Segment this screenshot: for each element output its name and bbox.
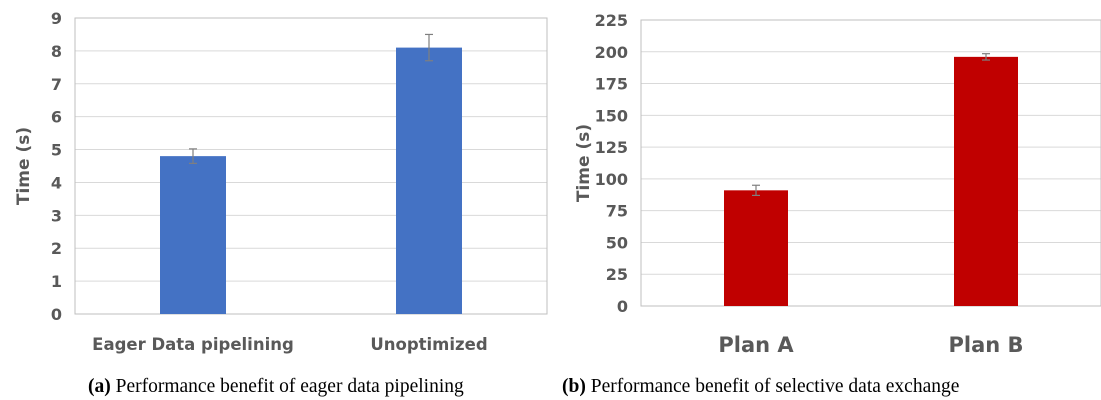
y-tick-label: 225 <box>595 11 628 30</box>
y-tick-label: 1 <box>51 272 62 291</box>
y-tick-label: 6 <box>51 108 62 127</box>
bar <box>724 190 788 306</box>
y-tick-label: 4 <box>51 173 62 192</box>
caption-label: (a) <box>88 376 111 397</box>
plot-area <box>640 19 1101 307</box>
y-axis-label: Time (s) <box>574 124 594 202</box>
category-label: Unoptimized <box>370 335 487 354</box>
y-tick-label: 75 <box>606 202 628 221</box>
category-label: Plan A <box>718 333 794 357</box>
caption-text: Performance benefit of eager data pipeli… <box>111 376 464 397</box>
y-tick-label: 25 <box>606 265 628 284</box>
bar <box>396 47 462 314</box>
bar <box>954 56 1018 307</box>
y-tick-label: 0 <box>617 297 628 316</box>
caption-text: Performance benefit of selective data ex… <box>586 376 960 397</box>
plot-area <box>74 17 548 315</box>
caption: (b) Performance benefit of selective dat… <box>562 376 959 397</box>
category-label: Eager Data pipelining <box>92 335 294 354</box>
y-tick-label: 125 <box>595 138 628 157</box>
y-tick-label: 3 <box>51 206 62 225</box>
y-tick-label: 5 <box>51 141 62 160</box>
y-tick-label: 150 <box>595 106 628 125</box>
y-tick-label: 0 <box>51 305 62 324</box>
caption: (a) Performance benefit of eager data pi… <box>88 376 464 397</box>
y-tick-label: 175 <box>595 75 628 94</box>
y-tick-label: 8 <box>51 42 62 61</box>
bar <box>160 156 226 314</box>
y-tick-label: 100 <box>595 170 628 189</box>
y-tick-label: 200 <box>595 43 628 62</box>
chart-b: 0 25 50 75 100 125 150 175 200 225 Time (s) Plan A P… <box>562 11 1101 397</box>
y-axis-label: Time (s) <box>14 127 34 205</box>
y-tick-label: 50 <box>606 233 628 252</box>
category-label: Plan B <box>948 333 1023 357</box>
y-tick-label: 9 <box>51 9 62 28</box>
y-tick-label: 2 <box>51 239 62 258</box>
caption-label: (b) <box>562 376 586 397</box>
y-tick-label: 7 <box>51 75 62 94</box>
chart-a: 0 1 2 3 4 5 6 7 8 9 Time (s) Eager Data pipelining U… <box>14 9 548 397</box>
